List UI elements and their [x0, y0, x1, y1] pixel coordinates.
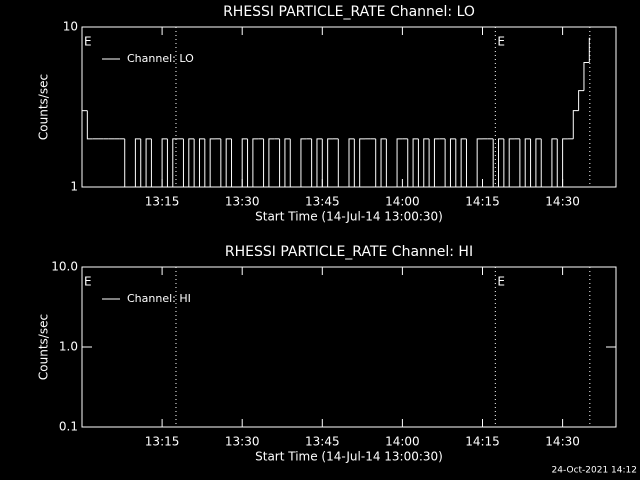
data-step	[166, 138, 173, 188]
data-step	[572, 110, 579, 139]
x-tick-label: 14:15	[465, 195, 500, 209]
chart-title: RHESSI PARTICLE_RATE Channel: HI	[225, 244, 473, 260]
data-step	[551, 138, 558, 187]
data-step	[476, 138, 483, 187]
y-axis-label: Counts/sec	[37, 314, 51, 380]
data-step	[508, 138, 515, 187]
legend-label: Channel: HI	[127, 292, 191, 305]
data-step	[247, 138, 253, 188]
x-tick-label: 14:00	[385, 195, 420, 209]
data-step	[375, 138, 382, 188]
data-step	[311, 138, 317, 188]
data-step	[353, 138, 360, 188]
data-step	[220, 138, 227, 188]
data-step	[428, 138, 435, 188]
data-step	[540, 138, 547, 188]
data-step	[519, 138, 526, 188]
data-step	[279, 138, 285, 188]
data-step	[134, 138, 141, 187]
data-step	[535, 138, 542, 187]
data-step	[530, 138, 536, 188]
x-tick-label: 13:45	[305, 195, 340, 209]
data-step	[182, 138, 189, 188]
data-step	[150, 138, 157, 188]
footer: 24-Oct-2021 14:12	[552, 466, 637, 476]
annotation: E	[497, 35, 505, 49]
data-step	[241, 138, 248, 187]
data-step	[231, 138, 237, 188]
x-axis-label: Start Time (14-Jul-14 13:00:30)	[255, 450, 443, 464]
data-step	[433, 138, 440, 187]
x-axis-label: Start Time (14-Jul-14 13:00:30)	[255, 210, 443, 224]
data-step	[578, 90, 584, 111]
data-step	[316, 138, 323, 187]
data-step	[583, 61, 590, 91]
data-step	[300, 138, 307, 187]
data-step	[327, 138, 333, 187]
y-tick-label: 0.1	[59, 420, 78, 434]
data-step	[556, 138, 563, 188]
x-tick-label: 13:30	[225, 195, 260, 209]
data-step	[348, 138, 355, 187]
x-tick-label: 13:15	[145, 195, 180, 209]
x-tick-label: 13:15	[145, 435, 180, 449]
data-step	[140, 138, 147, 188]
y-tick-label: 1	[70, 180, 78, 194]
data-step	[465, 138, 472, 188]
data-step	[209, 138, 216, 187]
data-step	[385, 138, 392, 188]
data-step	[407, 138, 414, 188]
annotation: E	[84, 275, 92, 289]
data-step	[460, 138, 467, 187]
data-step	[524, 138, 531, 187]
data-step	[321, 138, 328, 188]
data-step	[412, 138, 419, 187]
data-step	[396, 138, 403, 187]
data-step	[252, 138, 259, 187]
data-step	[198, 138, 205, 187]
data-step	[359, 138, 366, 187]
data-step	[498, 138, 504, 187]
y-tick-label: 10	[63, 20, 78, 34]
data-step	[455, 138, 462, 188]
y-tick-label: 10.0	[51, 260, 78, 274]
x-tick-label: 13:30	[225, 435, 260, 449]
data-step	[503, 138, 510, 188]
legend-label: Channel: LO	[127, 52, 194, 65]
data-step	[172, 138, 179, 187]
data-step	[417, 138, 424, 188]
data-step	[337, 138, 344, 188]
data-step	[268, 138, 275, 187]
data-step	[562, 138, 568, 187]
data-step	[188, 138, 195, 187]
x-tick-label: 14:15	[465, 435, 500, 449]
data-step	[423, 138, 430, 187]
x-tick-label: 14:30	[545, 435, 580, 449]
data-step	[492, 138, 499, 188]
data-step	[124, 138, 131, 188]
y-tick-label: 1.0	[59, 340, 78, 354]
data-step	[225, 138, 232, 187]
data-step	[263, 138, 269, 188]
data-step	[449, 138, 456, 187]
data-step	[289, 138, 296, 188]
data-step	[161, 138, 168, 187]
data-step	[193, 138, 200, 188]
data-step	[86, 110, 93, 140]
data-step	[444, 138, 451, 188]
data-step	[380, 138, 387, 187]
data-step	[204, 138, 211, 188]
data-step	[588, 37, 591, 63]
data-step	[145, 138, 152, 187]
x-tick-label: 14:00	[385, 435, 420, 449]
x-tick-label: 14:30	[545, 195, 580, 209]
y-axis-label: Counts/sec	[37, 74, 51, 140]
data-step	[284, 138, 291, 187]
x-tick-label: 13:45	[305, 435, 340, 449]
chart-title: RHESSI PARTICLE_RATE Channel: LO	[223, 4, 475, 20]
annotation: E	[84, 35, 92, 49]
annotation: E	[497, 275, 505, 289]
